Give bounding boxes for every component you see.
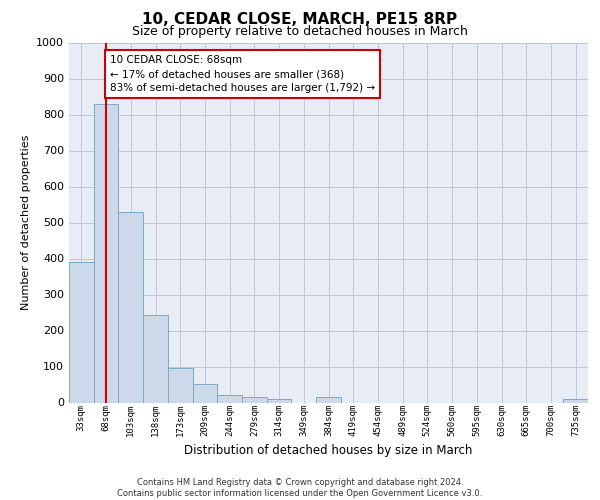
- Bar: [267, 399, 292, 402]
- Text: 10 CEDAR CLOSE: 68sqm
← 17% of detached houses are smaller (368)
83% of semi-det: 10 CEDAR CLOSE: 68sqm ← 17% of detached …: [110, 55, 375, 93]
- Bar: [143, 315, 168, 402]
- Bar: [217, 396, 242, 402]
- Bar: [69, 262, 94, 402]
- Text: Size of property relative to detached houses in March: Size of property relative to detached ho…: [132, 25, 468, 38]
- Text: 10, CEDAR CLOSE, MARCH, PE15 8RP: 10, CEDAR CLOSE, MARCH, PE15 8RP: [142, 12, 458, 28]
- Bar: [242, 397, 267, 402]
- Bar: [563, 399, 588, 402]
- Bar: [94, 104, 118, 403]
- Bar: [193, 384, 217, 402]
- Text: Contains HM Land Registry data © Crown copyright and database right 2024.
Contai: Contains HM Land Registry data © Crown c…: [118, 478, 482, 498]
- Y-axis label: Number of detached properties: Number of detached properties: [20, 135, 31, 310]
- Bar: [118, 212, 143, 402]
- Bar: [168, 368, 193, 402]
- X-axis label: Distribution of detached houses by size in March: Distribution of detached houses by size …: [184, 444, 473, 458]
- Bar: [316, 397, 341, 402]
